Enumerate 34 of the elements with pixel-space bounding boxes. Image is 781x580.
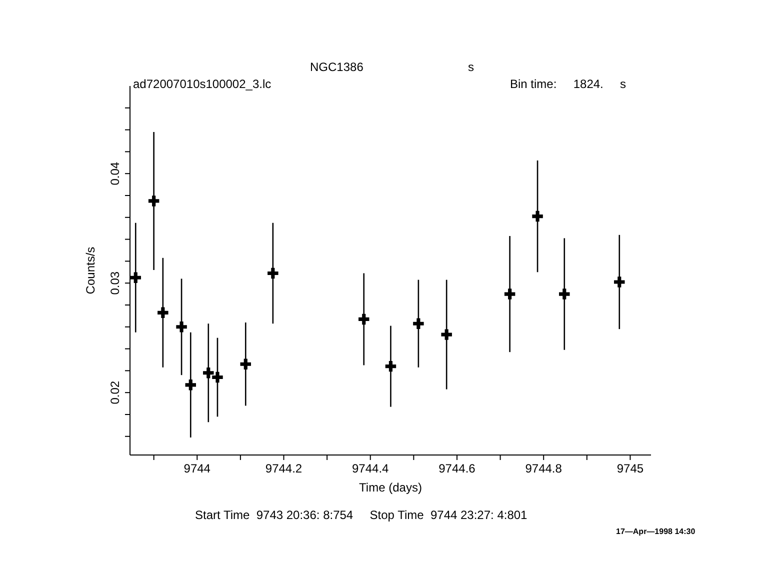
point: [441, 329, 452, 340]
point: [614, 276, 625, 288]
point: [130, 272, 141, 283]
point: [532, 210, 543, 222]
y-tick-label: 0.02: [108, 380, 122, 404]
point: [176, 322, 187, 332]
point: [358, 314, 370, 325]
text: 17—Apr—1998 14:30: [616, 527, 696, 536]
point: [240, 358, 251, 370]
y-axis-title: Counts/s: [83, 246, 98, 294]
y-tick-label: 0.03: [108, 271, 122, 295]
y-tick-label: 0.04: [108, 162, 122, 186]
point: [504, 288, 516, 300]
point: [203, 368, 214, 378]
x-tick-label: 9744.6: [438, 462, 476, 476]
point: [212, 372, 223, 383]
chart-title: NGC1386: [310, 60, 364, 74]
point: [385, 360, 396, 372]
x-tick-label: 9744.8: [525, 462, 562, 476]
x-tick-label: 9744.2: [265, 462, 302, 476]
text: s: [468, 60, 474, 74]
point: [413, 318, 424, 329]
x-axis-title: Time (days): [359, 480, 422, 495]
annotation: Bin time: 1824. s: [510, 77, 626, 91]
x-tick-label: 9744.4: [352, 462, 390, 476]
point: [559, 288, 570, 300]
point: [268, 268, 278, 279]
x-tick-label: 9745: [616, 462, 644, 476]
point: [158, 307, 168, 318]
point: [148, 196, 160, 206]
text: Start Time 9743 20:36: 8:754 Stop Time 9744 23:27: 4:801: [195, 508, 528, 522]
annotation: ad72007010s100002_3.lc: [133, 77, 272, 91]
x-tick-label: 9744: [184, 462, 211, 476]
point: [185, 380, 196, 390]
